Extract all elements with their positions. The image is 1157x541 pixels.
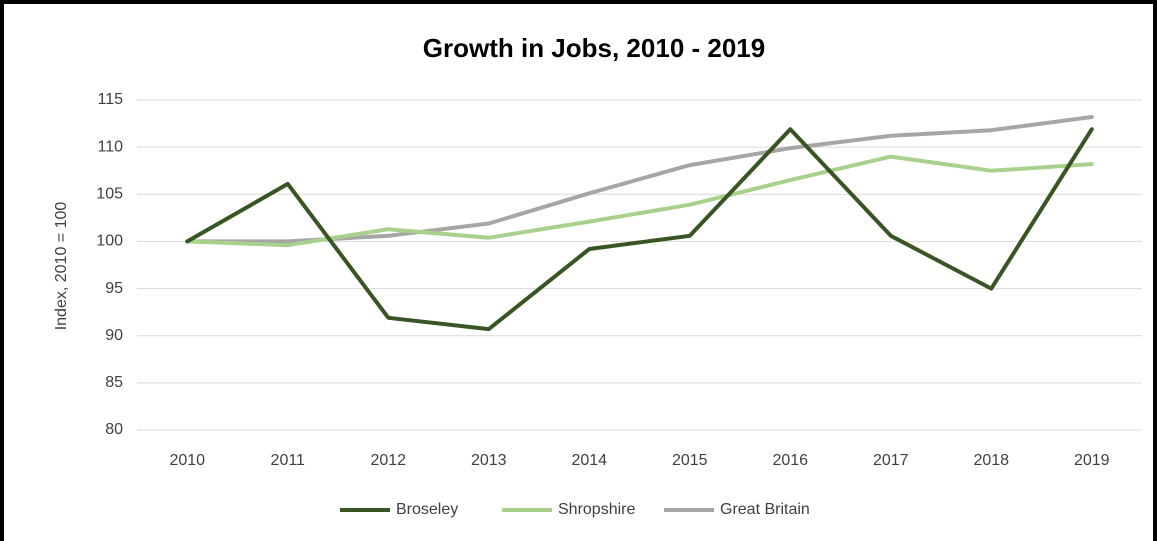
x-tick-label: 2016 <box>772 452 808 469</box>
legend-label: Great Britain <box>720 501 810 518</box>
series-line <box>185 115 1094 244</box>
y-tick-label: 110 <box>97 138 123 155</box>
y-tick-label: 85 <box>105 374 123 391</box>
x-tick-label: 2014 <box>571 452 607 469</box>
x-tick-label: 2013 <box>471 452 507 469</box>
y-tick-label: 90 <box>105 327 123 344</box>
x-tick-label: 2018 <box>973 452 1009 469</box>
x-tick-label: 2019 <box>1074 452 1110 469</box>
chart-title: Growth in Jobs, 2010 - 2019 <box>423 33 765 63</box>
legend-label: Shropshire <box>558 501 635 518</box>
x-tick-label: 2015 <box>672 452 708 469</box>
x-tick-label: 2012 <box>370 452 406 469</box>
x-tick-label: 2010 <box>169 452 205 469</box>
y-tick-label: 95 <box>105 280 123 297</box>
y-tick-label: 80 <box>105 421 123 438</box>
series-line <box>185 127 1094 332</box>
x-tick-label: 2017 <box>873 452 909 469</box>
chart: Growth in Jobs, 2010 - 2019 Index, 2010 … <box>53 33 1142 518</box>
y-tick-label: 100 <box>96 233 123 250</box>
x-tick-label: 2011 <box>271 452 306 469</box>
y-axis-label: Index, 2010 = 100 <box>53 202 70 331</box>
y-tick-label: 115 <box>97 91 123 108</box>
series-line <box>185 154 1094 248</box>
legend-label: Broseley <box>396 501 458 518</box>
y-tick-label: 105 <box>96 186 123 203</box>
